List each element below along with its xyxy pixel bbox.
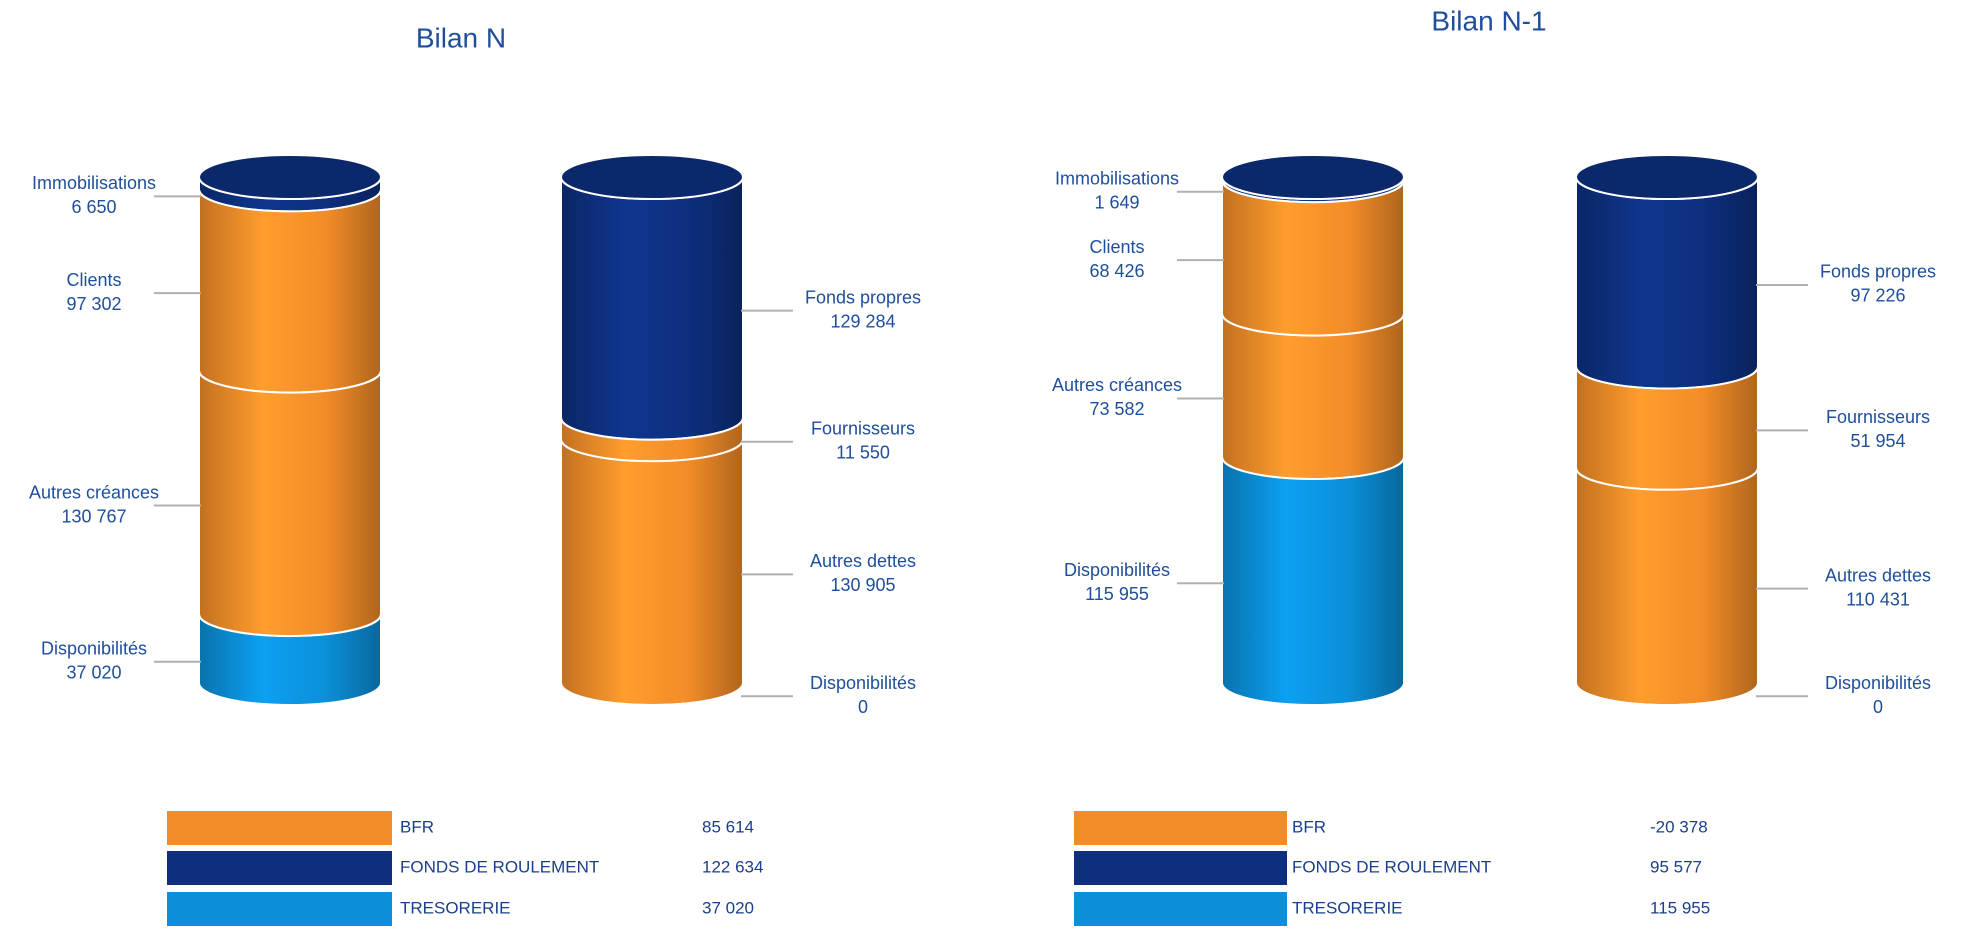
segment-name: Clients <box>1089 237 1144 257</box>
segment-value: 11 550 <box>836 442 890 462</box>
segment-name: Disponibilités <box>810 673 916 693</box>
segment-name: Clients <box>66 270 121 290</box>
segment-name: Autres dettes <box>810 551 916 571</box>
summary-swatch <box>167 851 392 885</box>
summary-amount: 85 614 <box>702 817 754 836</box>
segment-value: 130 767 <box>61 506 126 526</box>
cylinder-segment <box>560 682 744 706</box>
segment-value: 68 426 <box>1089 261 1144 281</box>
cylinder-segment <box>198 613 382 706</box>
cylinder-top <box>198 154 382 200</box>
cylinder-segment <box>560 439 744 706</box>
segment-value: 73 582 <box>1089 399 1144 419</box>
summary-amount: 115 955 <box>1650 898 1710 917</box>
segment-value: 97 226 <box>1850 286 1905 306</box>
segment-value: 129 284 <box>830 311 895 331</box>
cylinder-segment <box>1575 176 1759 390</box>
summary-amount: -20 378 <box>1650 817 1708 836</box>
cylinder-top <box>1221 154 1405 200</box>
cylinder-segment <box>1575 467 1759 706</box>
cylinder-segment <box>560 176 744 441</box>
segment-name: Fonds propres <box>805 287 921 307</box>
segment-value: 130 905 <box>830 575 895 595</box>
segment-value: 6 650 <box>71 197 116 217</box>
segment-name: Immobilisations <box>1055 169 1179 189</box>
segment-value: 37 020 <box>66 662 121 682</box>
summary-label: TRESORERIE <box>1292 898 1403 917</box>
summary-swatch <box>167 892 392 926</box>
chart-title: Bilan N-1 <box>1431 5 1546 36</box>
summary-swatch <box>1074 811 1287 845</box>
segment-name: Autres créances <box>1052 375 1182 395</box>
cylinder-segment <box>1221 456 1405 706</box>
cylinder-top <box>1575 154 1759 200</box>
segment-value: 110 431 <box>1846 589 1910 609</box>
chart-title: Bilan N <box>416 22 506 53</box>
segment-value: 0 <box>1873 697 1883 717</box>
cylinder-segment <box>1221 180 1405 337</box>
summary-amount: 95 577 <box>1650 857 1702 876</box>
segment-name: Disponibilités <box>1064 560 1170 580</box>
segment-name: Disponibilités <box>1825 673 1931 693</box>
summary-amount: 122 634 <box>702 857 763 876</box>
summary-label: BFR <box>400 817 434 836</box>
summary-swatch <box>167 811 392 845</box>
cylinder-segment <box>1221 313 1405 480</box>
summary-label: FONDS DE ROULEMENT <box>400 857 599 876</box>
summary-swatch <box>1074 892 1287 926</box>
summary-swatch <box>1074 851 1287 885</box>
segment-name: Autres créances <box>29 482 159 502</box>
summary-label: FONDS DE ROULEMENT <box>1292 857 1491 876</box>
segment-value: 115 955 <box>1085 584 1149 604</box>
segment-value: 0 <box>858 697 868 717</box>
segment-name: Disponibilités <box>41 638 147 658</box>
segment-value: 1 649 <box>1094 193 1139 213</box>
segment-value: 97 302 <box>66 294 121 314</box>
segment-name: Autres dettes <box>1825 565 1931 585</box>
segment-name: Fournisseurs <box>1826 407 1930 427</box>
summary-label: TRESORERIE <box>400 898 511 917</box>
summary-label: BFR <box>1292 817 1326 836</box>
cylinder-segment <box>198 370 382 638</box>
cylinder-segment <box>1575 682 1759 706</box>
cylinder-segment <box>198 189 382 394</box>
segment-value: 51 954 <box>1850 431 1905 451</box>
segment-name: Fonds propres <box>1820 262 1936 282</box>
segment-name: Fournisseurs <box>811 418 915 438</box>
cylinder-top <box>560 154 744 200</box>
summary-amount: 37 020 <box>702 898 754 917</box>
segment-name: Immobilisations <box>32 173 156 193</box>
